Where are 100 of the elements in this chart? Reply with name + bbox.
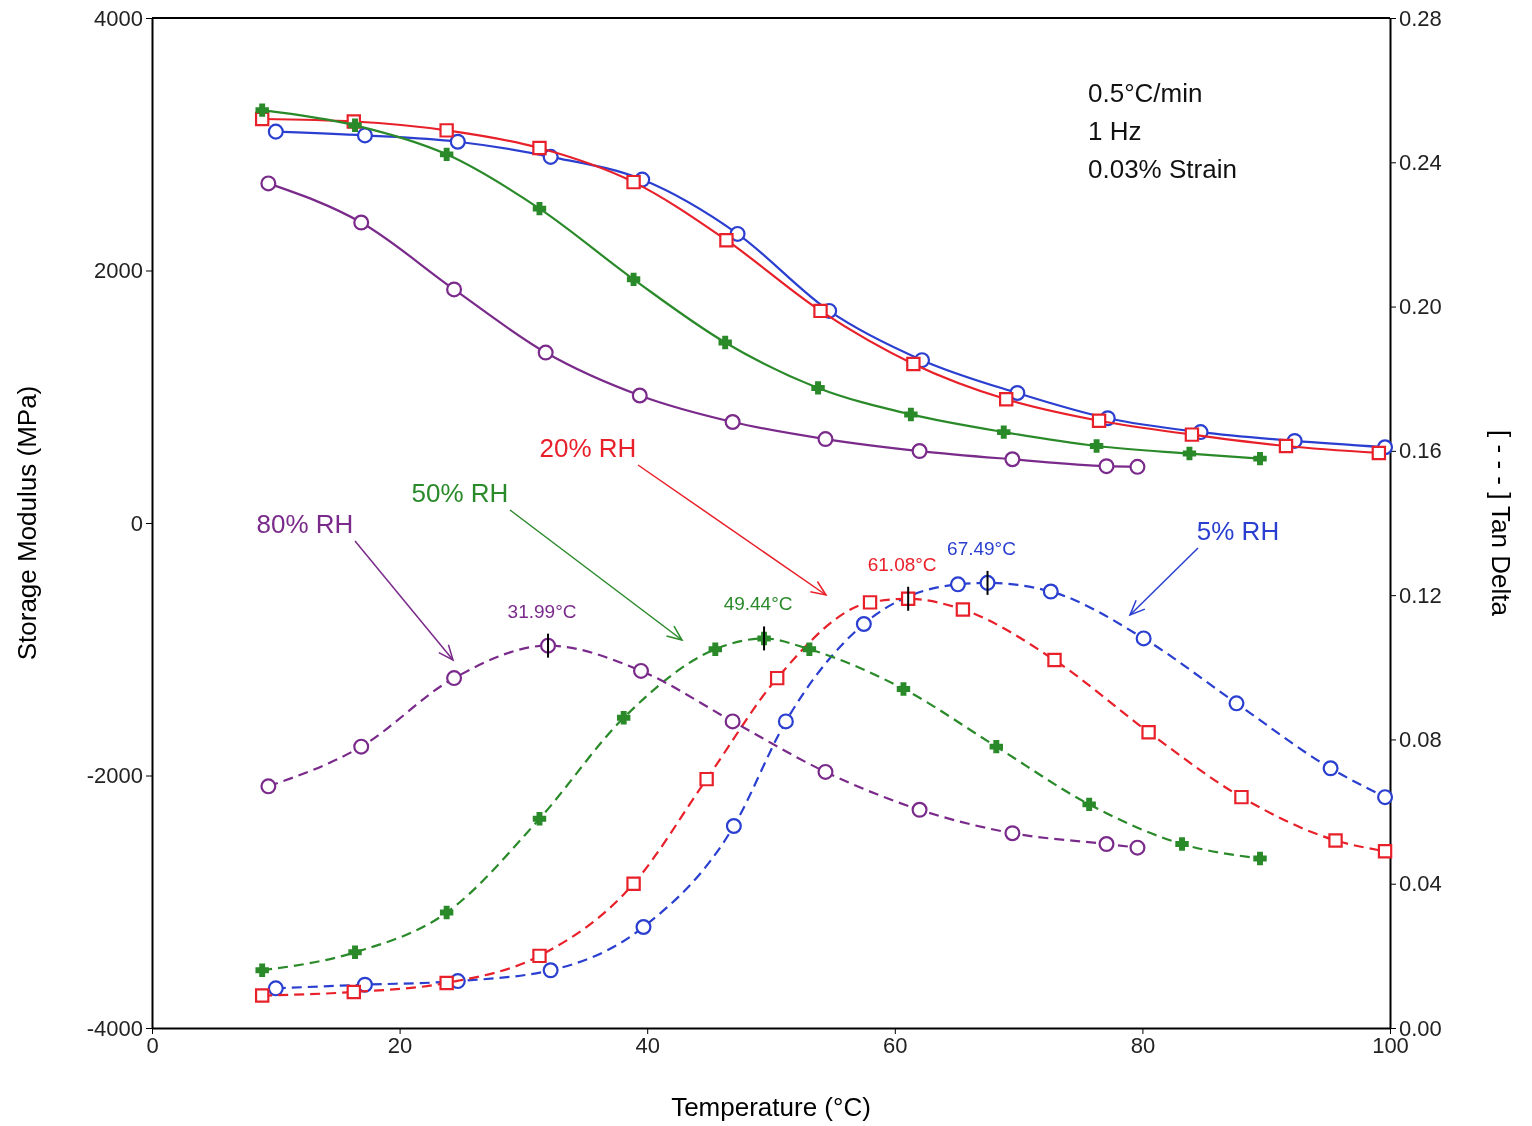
- point: [1042, 583, 1059, 600]
- point: [724, 713, 741, 730]
- point: [626, 272, 641, 287]
- annotation: 0.5°C/min: [1088, 78, 1203, 108]
- point: [353, 214, 370, 231]
- annotation: 50% RH: [411, 478, 509, 508]
- point: [1129, 458, 1146, 475]
- point: [724, 414, 741, 430]
- point: [1377, 789, 1394, 806]
- point: [1098, 458, 1115, 475]
- point: [1004, 451, 1021, 468]
- point: [769, 670, 785, 686]
- point: [906, 356, 921, 372]
- y-tick-label: 4000: [94, 5, 143, 31]
- point: [449, 133, 466, 150]
- annotation: 31.99°C: [507, 600, 577, 622]
- point: [949, 576, 966, 593]
- point: [439, 975, 454, 991]
- point: [1253, 451, 1267, 466]
- point: [1129, 839, 1146, 856]
- point: [811, 381, 825, 395]
- point: [255, 963, 269, 977]
- y-tick-label: 2000: [94, 258, 143, 284]
- point: [267, 980, 284, 997]
- point: [1328, 833, 1343, 848]
- point: [446, 281, 463, 298]
- y-axis-title: Storage Modulus (MPa): [12, 385, 42, 661]
- y-tick-label: -2000: [86, 763, 143, 789]
- annotation: 20% RH: [539, 433, 637, 463]
- annotation: 49.44°C: [723, 593, 793, 615]
- point: [1228, 695, 1245, 712]
- point: [532, 201, 547, 216]
- point: [626, 876, 641, 891]
- point: [348, 118, 362, 133]
- point: [699, 771, 714, 787]
- point: [718, 335, 732, 350]
- point: [532, 812, 547, 826]
- point: [1278, 438, 1294, 454]
- y2-tick-label: 0.08: [1399, 726, 1442, 752]
- point: [348, 945, 362, 959]
- y2-tick-label: 0.20: [1399, 294, 1442, 320]
- point: [267, 123, 284, 140]
- point: [1377, 844, 1393, 859]
- point: [1098, 836, 1115, 853]
- y2-tick-label: 0.12: [1399, 582, 1442, 608]
- point: [997, 425, 1011, 439]
- y2-axis-title: [ - - - ] Tan Delta: [1486, 430, 1516, 617]
- y2-tick-label: 0.28: [1399, 5, 1442, 31]
- point: [631, 387, 648, 404]
- x-axis-title: Temperature (°C): [671, 1092, 871, 1122]
- point: [1004, 825, 1021, 842]
- point: [813, 303, 828, 319]
- point: [1009, 384, 1026, 401]
- x-tick-label: 80: [1130, 1032, 1156, 1058]
- point: [955, 602, 971, 617]
- x-tick-label: 0: [146, 1032, 159, 1058]
- y2-tick-label: 0.04: [1399, 871, 1442, 897]
- y-tick-label: 0: [130, 510, 143, 536]
- point: [1047, 652, 1062, 668]
- annotation: 1 Hz: [1088, 116, 1142, 146]
- point: [1135, 630, 1152, 647]
- point: [439, 147, 454, 162]
- point: [542, 962, 559, 979]
- point: [708, 642, 722, 656]
- point: [855, 616, 872, 632]
- point: [1322, 760, 1339, 777]
- point: [446, 670, 463, 687]
- annotation: 80% RH: [256, 509, 354, 539]
- annotation: 67.49°C: [947, 537, 1016, 559]
- point: [633, 662, 650, 679]
- point: [260, 175, 277, 192]
- point: [635, 919, 652, 935]
- point: [719, 232, 734, 248]
- point: [439, 905, 454, 920]
- point: [532, 140, 547, 156]
- point: [254, 988, 270, 1003]
- point: [904, 407, 918, 422]
- annotation: 61.08°C: [867, 553, 937, 575]
- point: [1371, 445, 1387, 461]
- point: [537, 344, 554, 361]
- point: [1182, 446, 1197, 461]
- point: [817, 431, 834, 448]
- point: [356, 127, 373, 144]
- point: [862, 595, 878, 610]
- y-tick-label: -4000: [86, 1015, 143, 1041]
- point: [896, 682, 911, 696]
- annotation: 0.03% Strain: [1088, 154, 1237, 184]
- point: [989, 739, 1004, 754]
- annotation: 5% RH: [1196, 516, 1280, 546]
- point: [255, 103, 269, 117]
- x-tick-label: 60: [883, 1032, 908, 1058]
- point: [911, 801, 928, 818]
- y2-tick-label: 0.16: [1399, 438, 1442, 464]
- point: [1184, 427, 1200, 442]
- point: [777, 713, 794, 730]
- point: [353, 738, 370, 755]
- point: [802, 642, 817, 656]
- point: [1175, 837, 1189, 851]
- point: [626, 174, 641, 190]
- point: [817, 763, 834, 780]
